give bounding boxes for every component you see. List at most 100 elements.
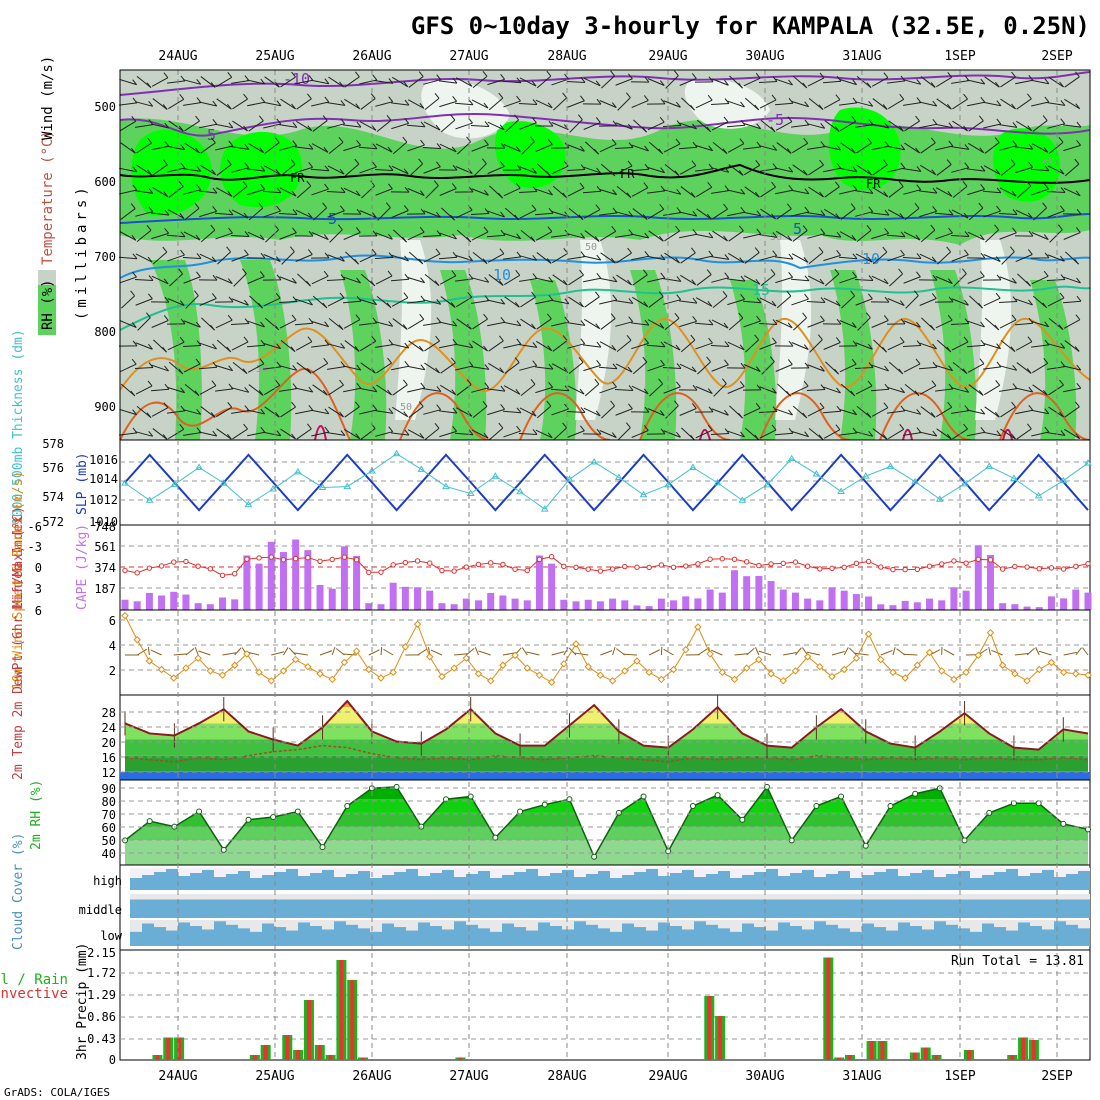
wind-barb: [184, 383, 200, 397]
wind-barb: [407, 300, 425, 304]
wind-barb-flag: [1043, 270, 1049, 277]
wind-barb: [710, 433, 730, 435]
wind-barb: [936, 428, 952, 440]
wind-barb: [840, 383, 856, 397]
wind-barb-flag: [740, 206, 746, 213]
wind-barb-flag: [387, 270, 393, 277]
wind-barb-flag: [274, 137, 280, 143]
wind-barb-flag: [387, 389, 392, 396]
wind-barb: [519, 77, 537, 87]
cloud-bar: [754, 927, 766, 946]
wind-barb-flag: [900, 249, 905, 256]
cloud-bar: [502, 874, 514, 890]
wind-barb: [278, 301, 298, 303]
cloud-bar: [538, 922, 550, 946]
cloud-bar: [838, 870, 850, 890]
wind-barb-flag: [772, 76, 778, 82]
cloud-gap: [478, 894, 490, 900]
cape-bar: [438, 603, 446, 610]
wind-barb: [872, 164, 888, 176]
cloud-gap: [910, 920, 922, 926]
lifted-index-point: [244, 556, 250, 562]
wind-barb-flag: [738, 170, 744, 176]
rh-point: [245, 816, 252, 823]
wind-barb: [902, 345, 922, 347]
wind-barb-flag: [963, 212, 969, 219]
cloud-bar: [526, 899, 538, 918]
wind-speed-point: [742, 664, 751, 672]
wind-barb-flag: [834, 181, 840, 188]
wind-barb-flag: [435, 335, 440, 342]
wind-barb-flag: [260, 165, 266, 172]
wind-barb: [808, 186, 824, 198]
wind-barb-flag: [531, 291, 536, 298]
wind-barb: [550, 388, 570, 392]
rh-point: [1060, 820, 1067, 827]
wind-barb-flag: [404, 99, 410, 106]
lifted-index-point: [268, 554, 274, 560]
cloud-gap: [442, 894, 454, 900]
wind-barb: [839, 408, 857, 416]
wind-barb: [311, 143, 329, 153]
wind-barb-flag: [404, 255, 409, 262]
wind-barb: [1063, 276, 1081, 284]
wind-barb: [390, 278, 410, 282]
lifted-index-point: [817, 566, 823, 572]
cloud-gap: [286, 868, 298, 869]
lifted-index-point: [939, 561, 945, 567]
wind-barb: [183, 102, 201, 106]
wind-barb-flag: [499, 367, 505, 373]
wind-barb: [935, 364, 953, 372]
cloud-gap: [454, 868, 466, 877]
wind-barb: [1016, 98, 1032, 110]
cloud-gap: [334, 920, 346, 922]
cloud-bar: [982, 874, 994, 890]
wind-speed-point: [182, 664, 190, 672]
wind-barb: [182, 257, 202, 259]
wind-barb-flag: [579, 182, 585, 189]
wind-barb-flag: [995, 256, 1001, 262]
rh-ticks: 40 50 60 70 80 90: [102, 782, 116, 861]
cloud-bar: [598, 899, 610, 918]
wind-barb-flag: [1012, 122, 1018, 128]
wind-speed-point: [145, 657, 154, 665]
cloud-bar: [1078, 928, 1090, 946]
wind-barb-flag: [788, 79, 793, 86]
wind-barb: [823, 234, 841, 238]
wind-barb-flag: [708, 145, 713, 151]
wind-barb-flag: [963, 93, 968, 100]
wind-barb: [120, 142, 136, 154]
wind-barb: [279, 124, 297, 128]
wind-barb-flag: [691, 160, 697, 166]
wind-barb: [582, 190, 602, 194]
wind-barb-flag: [739, 257, 745, 263]
wind-barb: [711, 78, 729, 86]
cloud-bar: [286, 868, 298, 890]
wind-barb-flag: [884, 228, 889, 234]
cloud-bar: [478, 928, 490, 946]
wind-barb-flag: [676, 431, 681, 438]
wind-barb-flag: [868, 188, 874, 194]
wind-barb: [1000, 98, 1016, 110]
wind-barb-flag: [292, 209, 298, 215]
wind-barb: [1062, 300, 1082, 304]
lifted-index-point: [402, 559, 409, 566]
wind-barb: [199, 190, 217, 194]
cape-bar: [170, 591, 178, 610]
wind-barb: [312, 384, 328, 396]
wind-barb-flag: [660, 167, 665, 173]
wind-barb: [695, 168, 713, 172]
cloud-gap: [694, 920, 706, 922]
wind-barb: [599, 386, 617, 394]
wind-barb-flag: [467, 292, 473, 298]
cloud-gap: [430, 894, 442, 900]
wind-barb-flag: [1076, 140, 1081, 146]
cloud-gap: [814, 920, 826, 922]
cloud-bar: [178, 875, 190, 890]
wind-barb-flag: [212, 274, 218, 281]
wind-barb: [998, 301, 1018, 303]
cape-bar: [292, 539, 300, 610]
wind-barb-10m: [746, 647, 755, 656]
wind-barb-flag: [211, 169, 217, 175]
wind-barb: [1048, 76, 1064, 88]
